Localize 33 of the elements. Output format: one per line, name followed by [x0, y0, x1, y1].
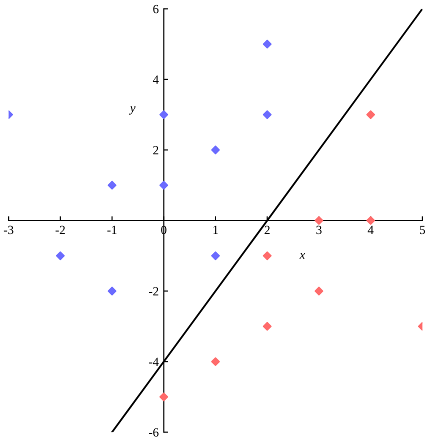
- point: [159, 110, 168, 120]
- point: [366, 216, 376, 225]
- x-tick-label: 4: [368, 226, 374, 234]
- x-tick-label: 3: [316, 226, 322, 234]
- x-tick-label: -1: [107, 226, 117, 234]
- point: [159, 392, 168, 402]
- point: [211, 146, 220, 154]
- x-tick-label: -3: [4, 226, 14, 234]
- point: [211, 357, 220, 366]
- y-tick-label: -2: [148, 287, 158, 296]
- y-tick-label: 4: [152, 75, 159, 84]
- point: [262, 40, 272, 48]
- point: [108, 286, 116, 296]
- point: [262, 322, 272, 331]
- x-tick-label: 5: [420, 226, 426, 234]
- y-tick-label: 6: [153, 4, 159, 14]
- y-tick-label: 2: [153, 146, 158, 154]
- point: [159, 180, 168, 190]
- point: [314, 286, 324, 296]
- x-axis-title: x: [299, 253, 306, 259]
- point: [262, 251, 272, 260]
- point: [56, 251, 65, 260]
- y-axis-title: y: [128, 106, 136, 115]
- x-tick-label: 2: [264, 226, 270, 234]
- point: [262, 110, 272, 120]
- x-tick-label: -2: [56, 226, 65, 234]
- y-tick-label: -4: [148, 358, 159, 366]
- y-tick-label: -6: [148, 428, 159, 437]
- point: [366, 110, 376, 120]
- point: [314, 216, 324, 225]
- point: [108, 180, 116, 190]
- x-tick-label: 1: [213, 226, 218, 234]
- point: [211, 251, 220, 260]
